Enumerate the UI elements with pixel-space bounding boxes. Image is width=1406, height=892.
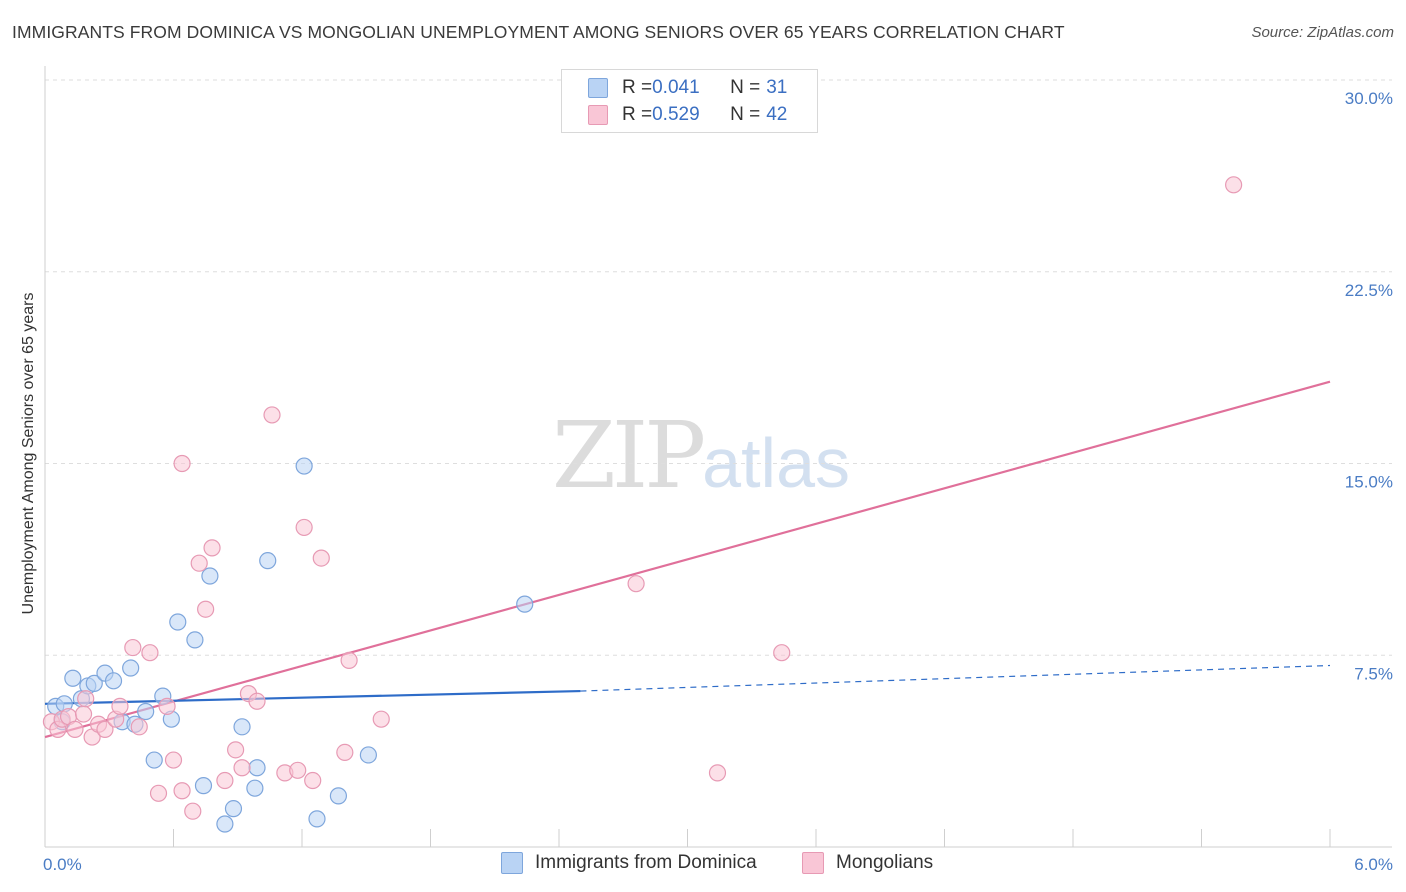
point-dominica xyxy=(186,631,204,649)
point-mongolians xyxy=(340,651,358,669)
bottom-legend: Immigrants from Dominica Mongolians xyxy=(0,852,1406,878)
point-mongolians xyxy=(773,644,791,662)
point-dominica xyxy=(169,613,187,631)
point-mongolians xyxy=(708,764,727,782)
y-tick-label: 15.0% xyxy=(1345,473,1393,492)
point-mongolians xyxy=(233,759,251,777)
point-dominica xyxy=(216,815,234,833)
point-dominica xyxy=(516,595,534,613)
legend-row-dominica: R = 0.041 N = 31 xyxy=(588,76,787,100)
bottom-legend-swatch-mongolians xyxy=(802,852,824,874)
point-dominica xyxy=(259,552,277,570)
point-mongolians xyxy=(248,692,266,710)
gridlines xyxy=(45,79,1392,656)
point-mongolians xyxy=(312,549,330,567)
legend-r-value: 0.041 xyxy=(652,77,700,98)
point-mongolians xyxy=(372,710,390,728)
point-mongolians xyxy=(173,454,191,473)
point-dominica xyxy=(104,672,123,690)
point-mongolians xyxy=(173,782,191,800)
point-mongolians xyxy=(295,518,313,537)
point-mongolians xyxy=(216,771,234,790)
y-tick-label: 7.5% xyxy=(1354,664,1393,683)
point-dominica xyxy=(64,669,82,687)
legend-swatch-dominica xyxy=(588,78,608,98)
chart-title: IMMIGRANTS FROM DOMINICA VS MONGOLIAN UN… xyxy=(12,22,1065,42)
point-mongolians xyxy=(158,697,176,715)
point-mongolians xyxy=(1225,176,1243,194)
point-dominica xyxy=(224,800,243,818)
point-dominica xyxy=(145,751,163,769)
point-mongolians xyxy=(263,406,281,424)
bottom-legend-label-dominica: Immigrants from Dominica xyxy=(535,852,757,873)
chart-source: Source: ZipAtlas.com xyxy=(1251,24,1394,41)
point-mongolians xyxy=(74,705,93,723)
point-mongolians xyxy=(336,743,354,762)
point-dominica xyxy=(248,759,266,777)
trend-line-dominica xyxy=(44,689,581,705)
point-dominica xyxy=(246,779,264,797)
trend-lines xyxy=(44,380,1331,739)
stats-legend: R = 0.041 N = 31 R = 0.529 N = 42 xyxy=(561,69,818,133)
legend-r-value: 0.529 xyxy=(652,104,700,125)
point-mongolians xyxy=(304,771,322,790)
x-tick-label: 6.0% xyxy=(1354,855,1393,874)
point-mongolians xyxy=(96,720,114,738)
point-mongolians xyxy=(164,751,183,769)
point-dominica xyxy=(359,746,377,764)
point-mongolians xyxy=(289,761,307,779)
point-dominica xyxy=(122,659,140,677)
point-mongolians xyxy=(627,575,645,593)
point-mongolians xyxy=(66,720,84,738)
point-mongolians xyxy=(141,644,159,662)
point-mongolians xyxy=(227,741,245,759)
trend-line-mongolians xyxy=(44,380,1331,739)
point-dominica xyxy=(233,718,251,736)
bottom-legend-swatch-dominica xyxy=(501,852,523,874)
point-mongolians xyxy=(190,554,208,572)
legend-r-label: R = xyxy=(622,77,653,98)
point-mongolians xyxy=(111,697,129,715)
point-dominica xyxy=(201,567,219,585)
trend-line-dominica-extension xyxy=(580,664,1331,692)
point-dominica xyxy=(85,674,103,692)
point-dominica xyxy=(194,777,213,795)
point-dominica xyxy=(329,787,348,805)
legend-r-label: R = xyxy=(622,104,653,125)
legend-n-label: N = xyxy=(730,77,761,98)
point-mongolians xyxy=(184,802,202,820)
point-dominica xyxy=(137,702,155,721)
legend-swatch-mongolians xyxy=(588,105,608,125)
watermark-zip: ZIP xyxy=(552,402,706,509)
axis-labels: 7.5% 15.0% 22.5% 30.0% 0.0% 6.0% Unemployment … xyxy=(20,89,1393,874)
watermark: ZIPatlas xyxy=(552,402,850,509)
point-dominica xyxy=(295,457,313,475)
legend-row-mongolians: R = 0.529 N = 42 xyxy=(588,103,787,127)
bottom-legend-label-mongolians: Mongolians xyxy=(836,852,934,873)
point-mongolians xyxy=(203,539,221,557)
point-mongolians xyxy=(124,638,142,657)
legend-n-value: 31 xyxy=(766,77,788,98)
point-mongolians xyxy=(149,784,168,802)
y-axis-title: Unemployment Among Seniors over 65 years xyxy=(20,293,37,615)
bottom-legend-mongolians: Mongolians xyxy=(802,852,933,874)
x-tick-label: 0.0% xyxy=(43,855,82,874)
legend-n-value: 42 xyxy=(766,104,788,125)
y-tick-label: 22.5% xyxy=(1345,281,1393,300)
point-dominica xyxy=(308,810,326,828)
bottom-legend-dominica: Immigrants from Dominica xyxy=(501,852,757,874)
y-tick-label: 30.0% xyxy=(1345,89,1393,108)
point-mongolians xyxy=(197,600,215,618)
data-points xyxy=(42,176,1243,833)
legend-n-label: N = xyxy=(730,104,761,125)
point-mongolians xyxy=(77,690,95,708)
point-mongolians xyxy=(130,718,148,736)
